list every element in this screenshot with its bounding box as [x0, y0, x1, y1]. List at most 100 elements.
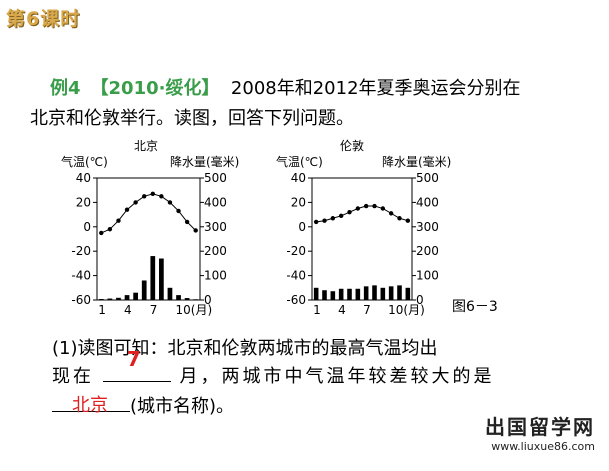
question-1-line-1: (1)读图可知：北京和伦敦两城市的最高气温均出 — [52, 338, 438, 359]
temperature-point — [193, 228, 198, 233]
left-tick-label: -20 — [286, 244, 306, 258]
precipitation-bar — [313, 287, 319, 300]
temperature-point — [167, 200, 173, 205]
precipitation-bar — [388, 286, 394, 300]
temperature-point — [355, 206, 361, 211]
left-tick-label: 20 — [76, 195, 91, 209]
example-label: 例4 — [50, 78, 81, 99]
temperature-point — [397, 216, 402, 221]
x-tick-label: 7 — [363, 303, 371, 317]
left-tick-label: -40 — [286, 269, 306, 283]
precipitation-bar — [193, 299, 199, 300]
left-tick-label: 0 — [298, 220, 306, 234]
right-tick-label: 0 — [416, 293, 424, 307]
precipitation-bar — [107, 298, 113, 300]
x-tick-label: 4 — [338, 303, 346, 317]
precipitation-bar — [116, 297, 121, 300]
watermark-url: www.liuxue86.com — [491, 440, 595, 453]
figure-label: 图6－3 — [452, 299, 498, 315]
watermark-name: 出国留学网 — [485, 415, 595, 439]
precipitation-bar — [330, 291, 336, 300]
left-tick-label: -40 — [71, 269, 91, 283]
right-tick-label: 200 — [416, 244, 439, 258]
left-tick-label: 40 — [291, 171, 306, 185]
answer-blank-month[interactable]: 7 — [102, 347, 171, 382]
left-tick-label: -20 — [71, 244, 91, 258]
precipitation-bar — [133, 292, 138, 300]
watermark: 出国留学网 www.liuxue86.com — [485, 411, 595, 453]
x-tick-label: 1 — [313, 303, 321, 317]
temperature-line — [101, 193, 197, 234]
precipitation-bar — [322, 290, 327, 300]
left-tick-label: 20 — [291, 195, 306, 209]
right-tick-label: 300 — [416, 220, 439, 234]
precipitation-bar — [98, 299, 104, 300]
question-line-2: 北京和伦敦举行。读图，回答下列问题。 — [30, 108, 354, 129]
temperature-point — [99, 230, 104, 236]
precipitation-bar — [372, 285, 377, 300]
left-axis-label: 气温(℃) — [276, 154, 323, 169]
precipitation-bar — [167, 287, 173, 300]
temperature-point — [338, 213, 344, 219]
temperature-point — [124, 207, 130, 212]
left-axis-label: 气温(℃) — [61, 154, 108, 169]
temperature-point — [176, 208, 181, 214]
temperature-line — [316, 205, 408, 223]
right-tick-label: 300 — [204, 220, 227, 234]
precipitation-bar — [159, 258, 164, 300]
q1-line2-end: 月，两城市中气温年较差较大的是 — [179, 366, 495, 387]
plot-frame — [311, 177, 413, 301]
precipitation-bar — [363, 286, 369, 300]
x-tick-label: 10(月) — [176, 303, 213, 317]
question-1-line-2: 现在 7 月，两城市中气温年较差较大的是 — [52, 347, 495, 388]
x-tick-label: 4 — [124, 303, 132, 317]
left-tick-label: 40 — [76, 171, 91, 185]
right-tick-label: 400 — [204, 195, 227, 209]
precipitation-bar — [397, 285, 402, 300]
right-tick-label: 100 — [204, 269, 227, 283]
right-tick-label: 500 — [204, 171, 227, 185]
temperature-point — [372, 203, 377, 209]
precipitation-bar — [150, 256, 156, 300]
precipitation-bar — [338, 288, 344, 300]
temperature-point — [116, 218, 121, 223]
precipitation-bar — [176, 295, 181, 300]
right-tick-label: 400 — [416, 195, 439, 209]
precipitation-bar — [184, 298, 190, 300]
right-tick-label: 200 — [204, 244, 227, 258]
plot-frame — [96, 177, 201, 301]
precipitation-bar — [347, 288, 352, 300]
temperature-point — [330, 216, 336, 221]
answer-blank-city[interactable]: 北京 — [52, 393, 130, 416]
temperature-point — [322, 218, 327, 223]
temperature-point — [133, 200, 138, 205]
left-tick-label: 0 — [83, 220, 91, 234]
lesson-label: 第6课时 — [6, 8, 81, 30]
left-tick-label: -60 — [71, 293, 91, 307]
right-axis-label: 降水量(毫米) — [382, 154, 451, 169]
left-tick-label: -60 — [286, 293, 306, 307]
x-tick-label: 1 — [98, 303, 106, 317]
temperature-point — [184, 219, 190, 225]
temperature-point — [150, 191, 155, 197]
temperature-point — [388, 211, 394, 216]
precipitation-bar — [124, 295, 130, 300]
temperature-point — [363, 203, 369, 209]
x-tick-label: 7 — [150, 303, 158, 317]
example-source: 【2010·绥化】 — [90, 78, 220, 99]
temperature-point — [380, 206, 386, 211]
right-tick-label: 0 — [204, 293, 212, 307]
right-tick-label: 100 — [416, 269, 439, 283]
right-tick-label: 500 — [416, 171, 439, 185]
chart-title: 北京 — [134, 139, 158, 153]
temperature-point — [347, 209, 352, 215]
question-1-line-3: 北京 (城市名称)。 — [52, 392, 234, 418]
answer-city: 北京 — [72, 395, 108, 416]
question-text-1: 2008年和2012年夏季奥运会分别在 — [230, 78, 521, 99]
answer-month: 7 — [126, 347, 144, 371]
q1-line2-start: 现在 — [52, 366, 94, 387]
temperature-point — [313, 219, 319, 225]
